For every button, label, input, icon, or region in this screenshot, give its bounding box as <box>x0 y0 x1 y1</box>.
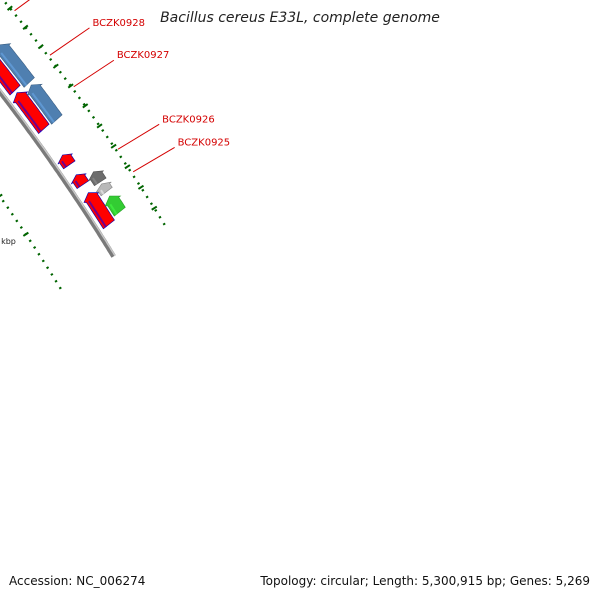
genome-backbone <box>0 87 116 258</box>
gene-arrow-highlight <box>0 52 28 87</box>
inner-track-tick <box>124 164 131 170</box>
genome-title: Bacillus cereus E33L, complete genome <box>160 10 440 26</box>
kbp-ruler: 1036 kbp1037 kbp1038 kbp1039 kbp1040 kbp… <box>0 193 62 290</box>
topology-text: Topology: circular; Length: 5,300,915 bp… <box>260 574 590 588</box>
gene-arrow-highlight <box>0 75 14 94</box>
inner-dotted-track <box>1 0 166 226</box>
gene-arrow-highlight <box>31 92 55 123</box>
gene-arrow-highlight <box>100 189 105 195</box>
inner-track-tick <box>96 123 103 129</box>
gene-features <box>0 43 126 230</box>
gene-label-leader <box>14 0 30 12</box>
gene-arrow-highlight <box>109 203 118 216</box>
gene-label-leader <box>73 59 115 88</box>
gene-arrow[interactable] <box>83 192 115 230</box>
gene-arrow[interactable] <box>0 54 21 96</box>
gene-arrow[interactable] <box>104 195 126 217</box>
gene-label-leader <box>117 123 160 150</box>
inner-track-tick <box>52 63 59 69</box>
gene-arrow-highlight <box>61 160 67 168</box>
gene-arrow[interactable] <box>87 170 107 187</box>
gene-arrow[interactable] <box>70 173 90 190</box>
gene-arrow[interactable] <box>12 91 50 135</box>
gene-arrow[interactable] <box>27 83 63 125</box>
inner-track-tick <box>22 24 29 30</box>
ruler-tick <box>0 193 3 198</box>
inner-track-tick <box>151 205 158 211</box>
gene-arrow-highlight <box>17 100 42 133</box>
gene-arrow-highlight <box>74 180 81 188</box>
accession-text: Accession: NC_006274 <box>9 574 146 588</box>
inner-track-tick <box>37 44 44 50</box>
gene-arrow[interactable] <box>57 153 76 170</box>
gene-label-leader <box>132 147 175 173</box>
gene-labels: BCZK0925BCZK0926BCZK0927BCZK0928rapAphrA… <box>14 0 231 173</box>
inner-track-tick <box>67 83 74 89</box>
inner-track-tick <box>82 103 89 109</box>
inner-track-tick <box>6 5 13 11</box>
inner-track-tick <box>137 184 145 190</box>
ruler-tick <box>22 231 29 237</box>
backbone-highlight <box>0 88 116 257</box>
gene-arrow[interactable] <box>95 181 113 197</box>
gene-arrow-highlight <box>88 200 107 228</box>
gene-label[interactable]: BCZK0927 <box>117 50 170 61</box>
gene-arrow[interactable] <box>0 43 35 88</box>
ruler-tick-label: 1036 kbp <box>0 237 16 246</box>
backbone-line <box>0 87 116 258</box>
gene-arrow-highlight <box>92 177 98 185</box>
gene-label-leader <box>49 27 90 56</box>
inner-track-tick <box>110 143 117 149</box>
gene-label[interactable]: BCZK0925 <box>178 137 231 148</box>
gene-label[interactable]: BCZK0928 <box>92 18 145 29</box>
gene-label[interactable]: BCZK0926 <box>162 114 215 125</box>
